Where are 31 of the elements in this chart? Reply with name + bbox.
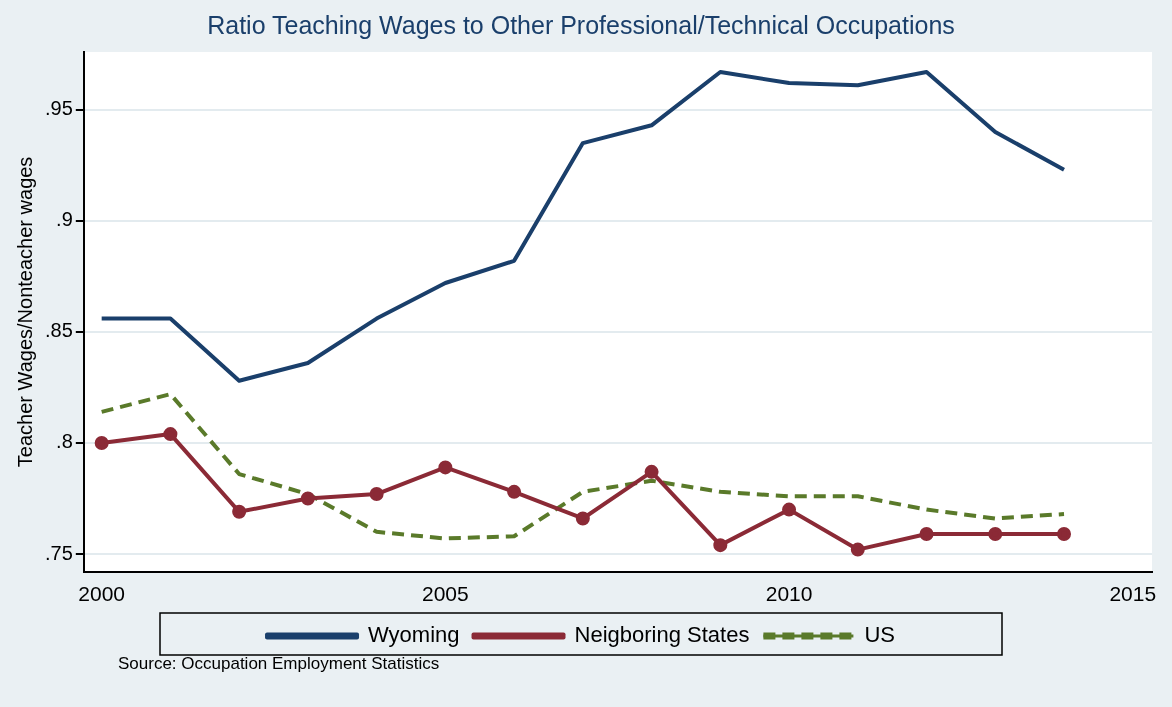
point xyxy=(438,460,453,475)
point xyxy=(1057,527,1072,542)
point xyxy=(850,542,865,557)
x-tick-label: 2015 xyxy=(1109,582,1157,606)
point xyxy=(644,464,659,479)
legend-label: Neigboring States xyxy=(574,622,750,648)
point xyxy=(782,502,797,517)
y-tick-label: .9 xyxy=(56,208,73,231)
point xyxy=(575,511,590,526)
x-tick-label: 2000 xyxy=(78,582,126,606)
chart-title: Ratio Teaching Wages to Other Professional/Technical Occupations xyxy=(207,10,955,39)
point xyxy=(94,435,109,450)
y-tick-label: .95 xyxy=(44,97,73,120)
source-note: Source: Occupation Employment Statistics xyxy=(118,654,440,673)
point xyxy=(507,484,522,499)
y-tick-label: .8 xyxy=(56,430,73,453)
point xyxy=(163,427,178,442)
point xyxy=(369,487,384,502)
legend-label: Wyoming xyxy=(368,622,460,648)
legend-label: US xyxy=(864,622,895,648)
point xyxy=(919,527,934,542)
y-tick-label: .85 xyxy=(44,319,73,342)
y-axis-title: Teacher Wages/Nonteacher wages xyxy=(13,156,36,468)
line-series xyxy=(99,392,1067,541)
point xyxy=(232,504,247,519)
point xyxy=(300,491,315,506)
x-tick-label: 2005 xyxy=(422,582,469,606)
point xyxy=(713,538,728,553)
x-tick-label: 2010 xyxy=(765,582,813,606)
point xyxy=(988,527,1003,542)
y-tick-label: .75 xyxy=(44,541,73,564)
